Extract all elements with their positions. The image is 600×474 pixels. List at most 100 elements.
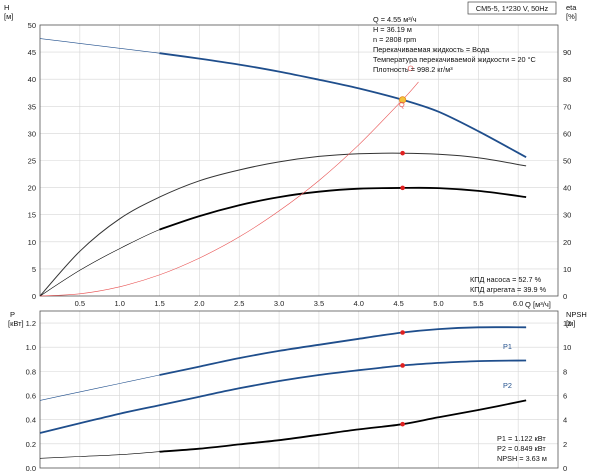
info-p2: P2 = 0.849 кВт (497, 444, 546, 453)
power-info: P1 = 1.122 кВт P2 = 0.849 кВт NPSH = 3.6… (497, 434, 547, 463)
h-tick-labels: 0 5 10 15 20 25 30 35 40 45 50 (28, 21, 36, 301)
eta-tick-label: 80 (563, 75, 571, 84)
eta-tick-label: 20 (563, 238, 571, 247)
h-tick-label: 20 (28, 184, 36, 193)
duty-point-eta-unit (400, 185, 405, 191)
info-temperature: Температура перекачиваемой жидкости = 20… (373, 55, 536, 64)
chart-title-box (467, 1, 557, 15)
npsh-axis-name: NPSH (566, 310, 587, 319)
curve-system (39, 81, 419, 297)
curve-eta-unit-range (159, 186, 527, 231)
h-tick-label: 0 (32, 292, 36, 301)
info-h: H = 36.19 м (373, 25, 412, 34)
system-curve-label: Q (399, 100, 405, 109)
h-tick-label: 5 (32, 265, 36, 274)
eta-tick-label: 90 (563, 48, 571, 57)
h-tick-label: 10 (28, 238, 36, 247)
bottom-plot-grid (40, 311, 558, 469)
npsh-tick-labels: 0 2 4 6 8 10 12 (563, 319, 571, 473)
x-tick-label: 1.5 (154, 299, 164, 308)
x-tick-label: 4.5 (393, 299, 403, 308)
x-tick-label: 6.0 (513, 299, 523, 308)
info-pump-efficiency: КПД насоса = 52.7 % (470, 275, 542, 284)
h-tick-label: 35 (28, 102, 36, 111)
p-tick-label: 1.2 (26, 319, 36, 328)
h-tick-label: 50 (28, 21, 36, 30)
bottom-plot-frame (39, 310, 559, 469)
x-tick-label: 3.5 (314, 299, 324, 308)
duty-point-p2 (400, 363, 405, 368)
eta-tick-label: 50 (563, 157, 571, 166)
q-axis-name: Q (525, 300, 531, 309)
curve-P1 (39, 326, 527, 401)
npsh-tick-label: 6 (563, 392, 567, 401)
npsh-tick-label: 8 (563, 367, 567, 376)
eta-tick-label: 30 (563, 211, 571, 220)
npsh-tick-label: 10 (563, 343, 571, 352)
x-tick-label: 1.0 (114, 299, 124, 308)
eta-tick-label: 60 (563, 129, 571, 138)
curve-eta-pump (39, 152, 527, 297)
npsh-tick-label: 2 (563, 440, 567, 449)
top-x-tick-labels: 0.5 1.0 1.5 2.0 2.5 3.0 3.5 4.0 4.5 5.0 5.5 6.0 (75, 299, 524, 308)
p-tick-label: 0.2 (26, 440, 36, 449)
q-axis-unit: [м³/ч] (533, 300, 551, 309)
h-tick-label: 45 (28, 48, 36, 57)
info-p1: P1 = 1.122 кВт (497, 434, 546, 443)
x-tick-label: 2.0 (194, 299, 204, 308)
efficiency-info: КПД насоса = 52.7 % КПД агрегата = 39.9 … (470, 275, 547, 294)
h-tick-label: 30 (28, 129, 36, 138)
h-tick-label: 40 (28, 75, 36, 84)
info-unit-efficiency: КПД агрегата = 39.9 % (470, 285, 547, 294)
top-plot-frame (39, 24, 559, 297)
info-liquid: Перекачиваемая жидкость = Вода (373, 45, 490, 54)
npsh-tick-label: 0 (563, 464, 567, 473)
h-tick-label: 25 (28, 157, 36, 166)
curve-P2 (39, 359, 527, 434)
eta-tick-label: 40 (563, 184, 571, 193)
x-tick-label: 5.5 (473, 299, 483, 308)
h-axis-name: H (4, 3, 9, 12)
operating-points (398, 65, 414, 427)
p-axis-unit: [кВт] (8, 319, 24, 328)
eta-tick-labels: 0 10 20 30 40 50 60 70 80 90 (563, 48, 571, 301)
top-curves (39, 38, 527, 297)
eta-tick-label: 0 (563, 292, 567, 301)
eta-axis-unit: [%] (566, 12, 577, 21)
chart-title: CM5-5, 1*230 V, 50Hz (476, 4, 549, 13)
p-tick-label: 0.4 (26, 416, 36, 425)
duty-point-h (398, 96, 407, 104)
curve-NPSH (39, 400, 527, 459)
curve-H-range (159, 52, 527, 158)
system-curve-marker (407, 65, 414, 72)
h-axis-unit: [м] (4, 12, 13, 21)
npsh-tick-label: 4 (563, 416, 567, 425)
info-q: Q = 4.55 м³/ч (373, 15, 417, 24)
p-axis-name: P (10, 310, 15, 319)
eta-tick-label: 10 (563, 265, 571, 274)
info-npsh: NPSH = 3.63 м (497, 454, 547, 463)
h-tick-label: 15 (28, 211, 36, 220)
x-tick-label: 3.0 (274, 299, 284, 308)
bottom-curves (39, 326, 527, 459)
npsh-tick-label: 12 (563, 319, 571, 328)
x-tick-label: 5.0 (433, 299, 443, 308)
duty-point-info: Q = 4.55 м³/ч H = 36.19 м n = 2808 rpm П… (373, 15, 536, 74)
p-tick-label: 0.6 (26, 392, 36, 401)
eta-tick-label: 70 (563, 102, 571, 111)
duty-point-p1 (400, 330, 405, 335)
series-label-p1: P1 (503, 342, 512, 351)
x-tick-label: 4.0 (354, 299, 364, 308)
top-plot-grid (40, 24, 558, 297)
p-tick-labels: 0.0 0.2 0.4 0.6 0.8 1.0 1.2 (26, 319, 36, 473)
x-tick-label: 0.5 (75, 299, 85, 308)
info-n: n = 2808 rpm (373, 35, 416, 44)
curve-P1-range (159, 326, 527, 376)
x-tick-label: 2.5 (234, 299, 244, 308)
p-tick-label: 1.0 (26, 343, 36, 352)
duty-point-eta-pump (400, 150, 405, 156)
duty-point-npsh (400, 421, 405, 427)
info-density: Плотность = 998.2 кг/м³ (373, 65, 453, 74)
p-tick-label: 0.0 (26, 464, 36, 473)
